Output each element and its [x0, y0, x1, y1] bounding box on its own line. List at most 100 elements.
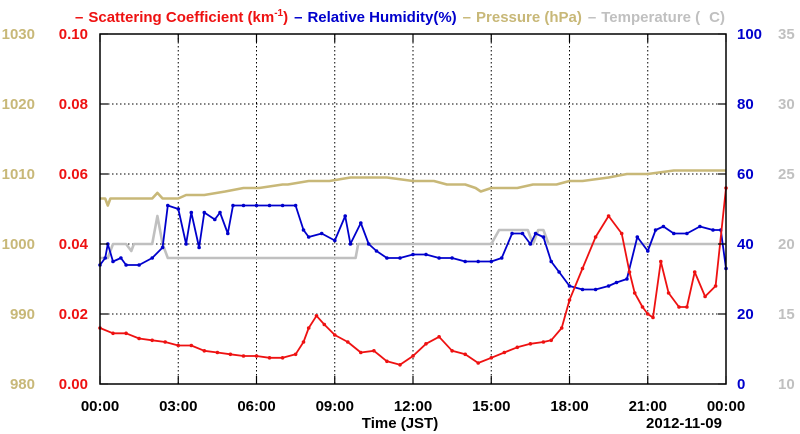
data-point-humidity [374, 249, 379, 253]
data-point-humidity [635, 235, 640, 239]
data-point-humidity [520, 231, 525, 236]
data-point-scattering [593, 235, 598, 239]
data-point-scattering [549, 338, 553, 343]
data-point-scattering [528, 342, 533, 346]
legend-dash: – [75, 9, 83, 26]
y-tick-label-scattering: 0.02 [59, 306, 88, 323]
data-point-humidity [333, 238, 337, 243]
data-point-scattering [666, 291, 671, 295]
y-tick-label-pressure: 1000 [2, 236, 35, 253]
data-point-scattering [567, 298, 572, 302]
data-point-humidity [606, 284, 611, 288]
data-point-scattering [359, 350, 363, 355]
data-point-scattering [293, 352, 298, 357]
data-point-humidity [557, 270, 561, 274]
data-point-scattering [111, 331, 115, 336]
data-point-scattering [333, 333, 337, 337]
data-point-scattering [398, 363, 402, 367]
data-point-scattering [692, 270, 697, 274]
data-point-humidity [711, 228, 715, 232]
data-point-humidity [184, 242, 188, 246]
date-label: 2012-11-09 [646, 415, 722, 432]
data-point-humidity [176, 207, 181, 211]
y-tick-label-humidity: 80 [737, 96, 754, 113]
data-point-scattering [385, 359, 389, 364]
data-point-humidity [293, 203, 298, 208]
data-point-humidity [646, 249, 650, 253]
legend-superscript: -1 [274, 8, 283, 19]
data-point-humidity [119, 256, 123, 260]
data-point-humidity [463, 259, 468, 264]
data-point-scattering [627, 270, 632, 274]
series-humidity [98, 203, 728, 292]
series-pressure [100, 169, 726, 207]
data-point-scattering [713, 284, 718, 288]
y-tick-label-scattering: 0.10 [59, 26, 88, 43]
data-point-scattering [541, 340, 546, 344]
data-point-scattering [450, 349, 454, 353]
series-layer [98, 169, 728, 367]
data-point-scattering [703, 294, 707, 299]
data-point-scattering [189, 343, 194, 348]
data-point-humidity [254, 203, 259, 208]
y-tick-label-humidity: 40 [737, 236, 754, 253]
data-point-humidity [385, 256, 389, 260]
x-tick-label: 03:00 [159, 398, 197, 415]
y-tick-label-pressure: 1020 [2, 96, 35, 113]
data-point-humidity [366, 242, 371, 246]
data-point-scattering [424, 342, 428, 346]
data-point-humidity [218, 210, 222, 215]
data-point-humidity [437, 256, 441, 260]
data-point-scattering [502, 350, 507, 355]
data-point-humidity [197, 245, 201, 250]
y-tick-label-temperature: 20 [778, 236, 795, 253]
x-tick-label: 12:00 [394, 398, 432, 415]
data-point-humidity [533, 231, 538, 236]
data-point-humidity [160, 245, 165, 250]
data-point-humidity [528, 242, 533, 246]
data-point-humidity [359, 221, 363, 225]
y-tick-label-temperature: 35 [778, 26, 795, 43]
x-tick-label: 06:00 [237, 398, 275, 415]
data-point-humidity [549, 259, 553, 264]
data-point-scattering [176, 343, 181, 348]
data-point-humidity [567, 284, 572, 288]
data-point-scattering [314, 314, 319, 318]
y-tick-label-scattering: 0.04 [59, 236, 89, 253]
data-point-scattering [659, 259, 663, 264]
data-point-humidity [189, 210, 194, 215]
data-point-humidity [661, 224, 666, 229]
data-point-humidity [593, 287, 598, 292]
axis-labels: 00:00 03:00 06:00 09:00 12:00 15:00 18:00 21:00… [2, 26, 795, 415]
series-line-temperature [100, 214, 726, 260]
data-point-scattering [124, 331, 128, 336]
y-tick-label-scattering: 0.06 [59, 166, 88, 183]
data-point-humidity [653, 228, 658, 232]
data-point-scattering [559, 326, 564, 330]
series-temperature [100, 214, 726, 260]
data-point-scattering [606, 214, 611, 218]
data-point-humidity [202, 210, 207, 215]
data-point-scattering [372, 349, 376, 353]
data-point-humidity [685, 231, 689, 236]
data-point-scattering [241, 354, 246, 358]
x-tick-label: 00:00 [81, 398, 119, 415]
data-point-humidity [424, 252, 428, 257]
x-axis-label: Time (JST) [362, 415, 438, 432]
data-point-humidity [411, 252, 415, 257]
data-point-scattering [163, 340, 167, 344]
y-tick-label-temperature: 30 [778, 96, 795, 113]
data-point-humidity [241, 203, 246, 208]
legend-row: – Scattering Coefficient (km-1) – Relative … [75, 8, 725, 26]
y-tick-label-pressure: 1030 [2, 26, 35, 43]
data-point-scattering [306, 326, 311, 330]
data-point-humidity [137, 263, 141, 267]
data-point-humidity [580, 287, 585, 292]
legend-item-humidity: Relative Humidity(%) [307, 9, 456, 26]
series-scattering [98, 186, 728, 367]
data-point-humidity [301, 228, 306, 232]
data-point-humidity [614, 280, 619, 285]
data-point-scattering [411, 354, 415, 358]
legend-tail: C) [709, 9, 725, 26]
